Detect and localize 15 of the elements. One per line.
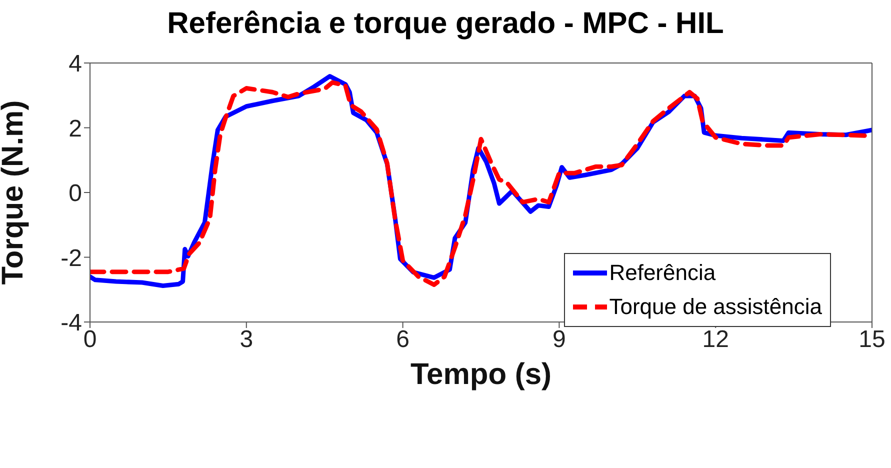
x-axis-title: Tempo (s) bbox=[410, 358, 552, 391]
chart-title: Referência e torque gerado - MPC - HIL bbox=[166, 6, 725, 42]
y-tick-label: -2 bbox=[60, 244, 82, 272]
x-tick-label: 15 bbox=[858, 326, 886, 354]
y-tick-label: 4 bbox=[68, 50, 82, 78]
y-tick-label: 0 bbox=[68, 180, 82, 208]
legend-label: Torque de assistência bbox=[609, 294, 822, 320]
x-tick-label: 9 bbox=[552, 326, 566, 354]
x-tick-label: 12 bbox=[702, 326, 729, 354]
x-tick-label: 3 bbox=[240, 326, 254, 354]
legend-label: Referência bbox=[609, 260, 716, 286]
y-tick-label: -4 bbox=[60, 310, 82, 337]
y-axis-title: Torque (N.m) bbox=[0, 100, 30, 285]
y-tick-label: 2 bbox=[68, 115, 82, 142]
x-tick-label: 6 bbox=[396, 326, 410, 354]
